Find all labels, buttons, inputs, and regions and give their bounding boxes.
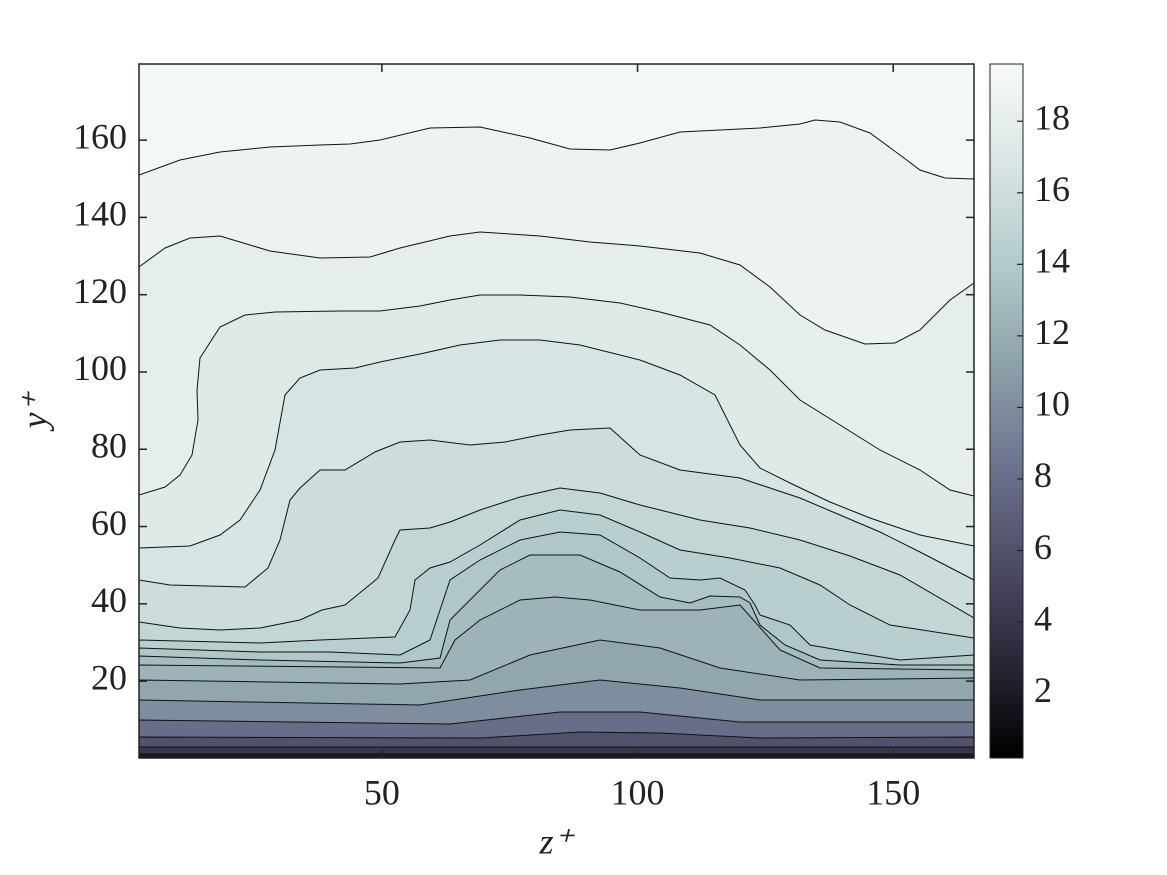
colorbar-tick-label: 18: [1034, 98, 1070, 138]
colorbar-tick-label: 14: [1034, 241, 1070, 281]
y-tick-label: 20: [91, 657, 127, 697]
y-tick-label: 160: [73, 116, 127, 156]
y-tick-label: 140: [73, 194, 127, 234]
colorbar-tick-label: 8: [1034, 455, 1052, 495]
plot-frame: [138, 63, 975, 759]
colorbar-tick-label: 6: [1034, 527, 1052, 567]
y-tick-label: 100: [73, 348, 127, 388]
x-tick-label: 50: [364, 772, 400, 812]
x-tick-label: 150: [866, 772, 920, 812]
y-tick-label: 120: [73, 271, 127, 311]
y-axis-label: y⁺: [14, 391, 54, 432]
x-axis-label: z⁺: [538, 821, 575, 861]
colorbar-tick-label: 4: [1034, 598, 1052, 638]
y-tick-label: 40: [91, 580, 127, 620]
colorbar-tick-label: 2: [1034, 670, 1052, 710]
colorbar-tick-label: 16: [1034, 169, 1070, 209]
colorbar-tick-label: 10: [1034, 384, 1070, 424]
y-tick-label: 60: [91, 503, 127, 543]
x-tick-label: 100: [611, 772, 665, 812]
colorbar-tick-label: 12: [1034, 312, 1070, 352]
colorbar: [989, 63, 1024, 759]
contour-band: [139, 753, 974, 758]
contour-field: [139, 64, 974, 758]
y-tick-label: 80: [91, 426, 127, 466]
